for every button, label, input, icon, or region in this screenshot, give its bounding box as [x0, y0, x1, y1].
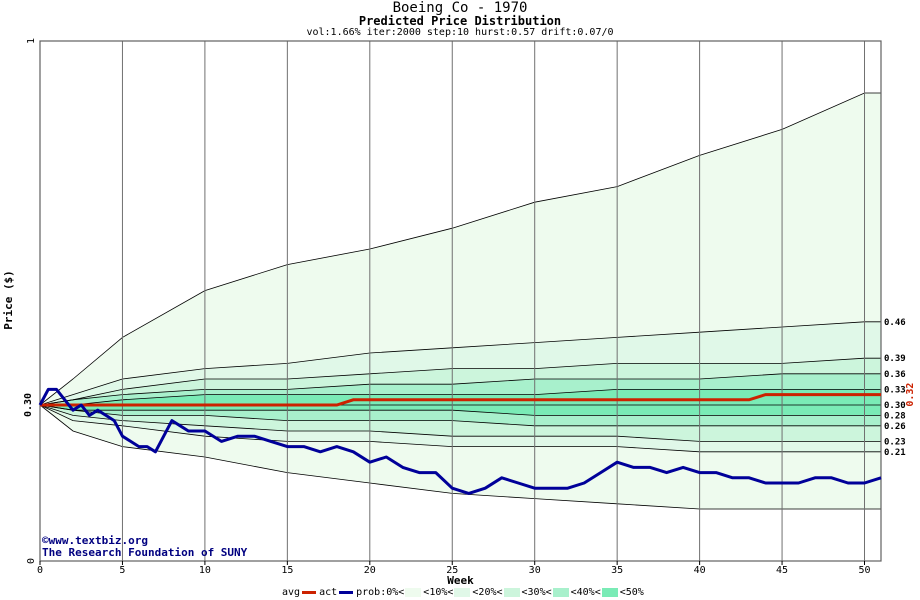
plot-border	[39, 40, 882, 562]
x-tick-label-10: 10	[199, 565, 211, 576]
chart-legend: avg act prob:0%< <10%< <20%< <30%< <40%<…	[282, 587, 645, 598]
legend-avg: avg	[282, 587, 318, 598]
band-label-0.30: 0.30	[884, 401, 906, 411]
legend-prob0: prob:0%<	[356, 587, 422, 598]
legend-p30-label: <30%<	[521, 587, 552, 598]
legend-p20: <20%<	[472, 587, 520, 598]
x-tick-label-50: 50	[858, 565, 870, 576]
x-tick-label-0: 0	[37, 565, 43, 576]
watermark-org: The Research Foundation of SUNY	[42, 546, 248, 559]
x-tick-label-35: 35	[611, 565, 623, 576]
chart-title: Boeing Co - 1970	[392, 0, 528, 16]
x-tick-label-15: 15	[281, 565, 293, 576]
band-label-0.46: 0.46	[884, 318, 906, 328]
band-label-0.39: 0.39	[884, 354, 906, 364]
y-start-price: 0.30	[23, 393, 34, 417]
legend-p20-label: <20%<	[472, 587, 503, 598]
legend-prob0-label: prob:0%<	[356, 587, 405, 598]
x-tick-label-45: 45	[776, 565, 788, 576]
x-tick-label-30: 30	[529, 565, 541, 576]
legend-band10-swatch	[454, 588, 471, 597]
band-label-0.36: 0.36	[884, 370, 906, 380]
legend-band20-swatch	[503, 588, 520, 597]
legend-avg-swatch	[302, 591, 317, 594]
y-axis-label: Price ($)	[2, 270, 15, 330]
band-label-0.23: 0.23	[884, 437, 906, 447]
end-price-label: 0.32	[905, 383, 916, 407]
legend-band0-swatch	[405, 588, 422, 597]
legend-act-swatch	[339, 591, 354, 594]
band-label-0.28: 0.28	[884, 411, 906, 421]
legend-band30-swatch	[552, 588, 569, 597]
legend-p50: <50%	[620, 587, 644, 598]
x-tick-label-40: 40	[694, 565, 706, 576]
band-label-0.21: 0.21	[884, 448, 906, 458]
legend-p50-label: <50%	[619, 587, 644, 598]
chart-parameters: vol:1.66% iter:2000 step:10 hurst:0.57 d…	[306, 27, 614, 38]
legend-p40: <40%<	[571, 587, 619, 598]
y-tick-bottom: 0	[26, 558, 37, 564]
legend-p30: <30%<	[522, 587, 570, 598]
chart-subtitle: Predicted Price Distribution	[358, 14, 562, 28]
prob-band-4	[40, 389, 881, 416]
avg-line	[40, 393, 881, 407]
x-axis-label: Week	[447, 574, 474, 587]
legend-p10: <10%<	[423, 587, 471, 598]
band-label-0.33: 0.33	[884, 385, 906, 395]
band-label-0.26: 0.26	[884, 422, 906, 432]
legend-avg-label: avg	[282, 587, 301, 598]
actual-price-line	[38, 387, 882, 495]
legend-p10-label: <10%<	[423, 587, 454, 598]
legend-act-label: act	[319, 587, 338, 598]
y-tick-top: 1	[26, 38, 37, 44]
legend-act: act	[319, 587, 355, 598]
legend-p40-label: <40%<	[570, 587, 601, 598]
x-tick-label-5: 5	[119, 565, 125, 576]
x-tick-label-20: 20	[364, 565, 376, 576]
legend-band40-swatch	[601, 588, 618, 597]
x-tick-label-25: 25	[446, 565, 458, 576]
watermark-site: ©www.textbiz.org	[42, 534, 148, 547]
copyright-icon: ©	[42, 534, 49, 547]
